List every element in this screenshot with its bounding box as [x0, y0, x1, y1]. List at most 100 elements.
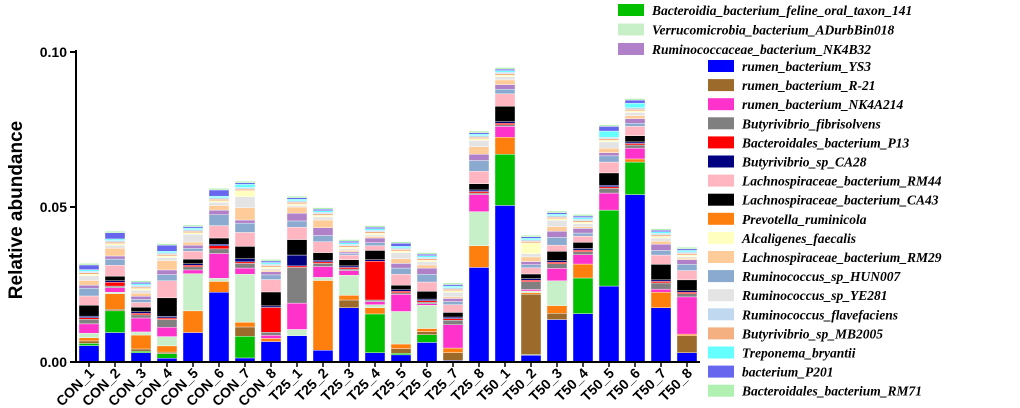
- bar-segment-CON_6-bacterium_P201: [208, 189, 230, 197]
- bar-segment-T50_6-Lachnospiraceae_bacterium_CA43: [624, 135, 646, 143]
- bar-segment-T25_2-Ruminococcaceae_bacterium_NK4B32: [312, 227, 334, 236]
- bar-segment-T25_6-Butyrivibrio_sp_MB2005: [416, 258, 438, 261]
- bar-segment-CON_3-Bacteroidia_bacterium_feline_oral_taxon_141: [130, 350, 152, 353]
- bar-segment-T25_6-Bacteroidia_bacterium_feline_oral_taxon_141: [416, 334, 438, 343]
- bar-segment-T25_2-Ruminococcus_flavefaciens: [312, 212, 334, 215]
- bar-segment-T25_8-Butyrivibrio_sp_CA28: [468, 189, 490, 192]
- bar-segment-T25_5-Bacteroidales_bacterium_RM71: [390, 241, 412, 244]
- bar-segment-T25_7-Ruminococcus_sp_YE281: [442, 292, 464, 298]
- bar-segment-T50_7-Butyrivibrio_fibrisolvens: [650, 282, 672, 290]
- bar-segment-T25_4-Ruminococcaceae_bacterium_NK4B32: [364, 237, 386, 243]
- bar-segment-T25_5-Bacteroidia_bacterium_feline_oral_taxon_141: [390, 353, 412, 356]
- bar-segment-CON_2-Butyrivibrio_fibrisolvens: [104, 285, 126, 288]
- bar-segment-T25_8-Treponema_bryantii: [468, 133, 490, 136]
- bar-segment-T25_8-Bacteroidales_bacterium_RM71: [468, 130, 490, 133]
- bar-segment-T25_1-Verrucomicrobia_bacterium_ADurbBin018: [286, 329, 308, 336]
- bar-segment-CON_4-rumen_bacterium_R-21: [156, 351, 178, 354]
- bar-segment-T25_3-rumen_bacterium_NK4A214: [338, 270, 360, 276]
- bar-segment-CON_3-Ruminococcaceae_bacterium_NK4B32: [130, 296, 152, 300]
- bar-segment-T25_3-Butyrivibrio_fibrisolvens: [338, 268, 360, 271]
- bar-segment-T50_4-Treponema_bryantii: [572, 217, 594, 220]
- bar-segment-T50_6-Bacteroidales_bacterium_P13: [624, 143, 646, 146]
- y-tick-label-0.10: 0.10: [40, 44, 67, 60]
- bar-segment-T25_4-Bacteroidales_bacterium_P13: [364, 261, 386, 301]
- bar-segment-CON_1-Ruminococcus_sp_YE281: [78, 275, 100, 281]
- legend-swatch-Bacteroidales_bacterium_P13: [708, 136, 734, 149]
- legend-swatch-Butyrivibrio_sp_MB2005: [708, 327, 734, 340]
- bar-segment-T25_3-Treponema_bryantii: [338, 242, 360, 245]
- bar-segment-T50_4-bacterium_P201: [572, 215, 594, 218]
- bar-segment-T50_6-Bacteroidales_bacterium_RM71: [624, 98, 646, 101]
- bar-segment-CON_8-Prevotella_ruminicola: [260, 338, 282, 342]
- bar-segment-CON_2-Alcaligenes_faecalis: [104, 243, 126, 246]
- bar-segment-CON_8-Butyrivibrio_sp_MB2005: [260, 265, 282, 268]
- bar-segment-T50_5-Lachnospiraceae_bacterium_RM29: [598, 147, 620, 153]
- bar-segment-T25_1-Ruminococcus_sp_HUN007: [286, 220, 308, 228]
- bar-segment-T25_2-Lachnospiraceae_bacterium_CA43: [312, 252, 334, 261]
- bar-segment-T25_5-rumen_bacterium_YS3: [390, 354, 412, 363]
- bar-segment-T50_1-Ruminococcus_flavefaciens: [494, 71, 516, 74]
- bar-segment-T50_5-Ruminococcus_sp_HUN007: [598, 155, 620, 163]
- bar-segment-T50_3-Bacteroidales_bacterium_P13: [546, 261, 568, 264]
- bar-segment-T50_7-Ruminococcus_flavefaciens: [650, 233, 672, 236]
- legend-swatch-Verrucomicrobia_bacterium_ADurbBin018: [618, 23, 644, 36]
- bar-segment-T25_4-Ruminococcus_sp_YE281: [364, 234, 386, 237]
- legend-swatch-Butyrivibrio_sp_CA28: [708, 155, 734, 168]
- legend-swatch-Treponema_bryantii: [708, 346, 734, 359]
- bar-segment-T50_6-Ruminococcus_sp_YE281: [624, 112, 646, 116]
- bar-segment-T25_1-Ruminococcaceae_bacterium_NK4B32: [286, 212, 308, 222]
- bar-segment-T50_5-Alcaligenes_faecalis: [598, 140, 620, 143]
- bar-segment-CON_3-Lachnospiraceae_bacterium_CA43: [130, 306, 152, 312]
- bar-segment-CON_2-Bacteroidia_bacterium_feline_oral_taxon_141: [104, 310, 126, 333]
- bar-segment-T50_2-rumen_bacterium_YS3: [520, 354, 542, 363]
- legend-swatch-rumen_bacterium_NK4A214: [708, 98, 734, 111]
- bar-segment-T50_5-Treponema_bryantii: [598, 130, 620, 138]
- bar-segment-T50_6-Treponema_bryantii: [624, 102, 646, 109]
- bar-segment-T50_7-rumen_bacterium_YS3: [650, 307, 672, 363]
- bar-segment-CON_6-Lachnospiraceae_bacterium_RM29: [208, 205, 230, 211]
- bar-segment-T25_3-Ruminococcus_flavefaciens: [338, 243, 360, 246]
- bar-segment-CON_5-Ruminococcus_sp_HUN007: [182, 248, 204, 252]
- bar-segment-T50_2-Treponema_bryantii: [520, 238, 542, 241]
- bar-segment-T25_7-Ruminococcus_sp_HUN007: [442, 301, 464, 305]
- bar-segment-T50_1-Prevotella_ruminicola: [494, 137, 516, 155]
- legend-swatch-Ruminococcus_sp_YE281: [708, 289, 734, 302]
- bar-segment-T25_8-Lachnospiraceae_bacterium_CA43: [468, 183, 490, 191]
- bar-segment-T50_4-Butyrivibrio_fibrisolvens: [572, 251, 594, 255]
- bar-segment-T25_5-Ruminococcaceae_bacterium_NK4B32: [390, 263, 412, 269]
- bar-segment-CON_6-Butyrivibrio_sp_MB2005: [208, 199, 230, 201]
- bar-segment-T25_8-Ruminococcus_flavefaciens: [468, 135, 490, 138]
- bar-segment-CON_3-Ruminococcus_flavefaciens: [130, 285, 152, 288]
- bar-segment-T25_4-Bacteroidales_bacterium_RM71: [364, 225, 386, 228]
- bar-segment-T50_3-rumen_bacterium_NK4A214: [546, 268, 568, 281]
- bar-segment-T50_1-rumen_bacterium_YS3: [494, 205, 516, 363]
- bar-segment-T50_7-Prevotella_ruminicola: [650, 292, 672, 308]
- bar-segment-T50_3-rumen_bacterium_R-21: [546, 313, 568, 320]
- bar-segment-T50_7-Ruminococcus_sp_YE281: [650, 237, 672, 242]
- bar-segment-CON_7-Verrucomicrobia_bacterium_ADurbBin018: [234, 274, 256, 323]
- bar-segment-CON_4-Verrucomicrobia_bacterium_ADurbBin018: [156, 336, 178, 347]
- bar-segment-T50_5-Lachnospiraceae_bacterium_RM44: [598, 161, 620, 174]
- bar-segment-CON_1-Bacteroidia_bacterium_feline_oral_taxon_141: [78, 343, 100, 346]
- bar-segment-T25_8-Butyrivibrio_sp_MB2005: [468, 137, 490, 139]
- bar-segment-T25_5-Ruminococcus_flavefaciens: [390, 247, 412, 250]
- bar-segment-T25_6-Prevotella_ruminicola: [416, 328, 438, 332]
- bar-segment-T25_3-bacterium_P201: [338, 240, 360, 243]
- bar-segment-CON_5-rumen_bacterium_YS3: [182, 332, 204, 363]
- bar-segment-T50_2-Alcaligenes_faecalis: [520, 242, 542, 255]
- bar-segment-CON_1-Butyrivibrio_sp_MB2005: [78, 272, 100, 275]
- bar-segment-CON_4-bacterium_P201: [156, 244, 178, 252]
- bar-segment-CON_2-rumen_bacterium_NK4A214: [104, 287, 126, 293]
- bar-segment-T25_3-rumen_bacterium_R-21: [338, 299, 360, 308]
- bar-segment-T25_7-Lachnospiraceae_bacterium_RM29: [442, 296, 464, 299]
- bar-segment-CON_8-Ruminococcus_flavefaciens: [260, 263, 282, 266]
- bar-segment-T25_1-Lachnospiraceae_bacterium_CA43: [286, 239, 308, 256]
- bar-segment-T25_3-Butyrivibrio_sp_CA28: [338, 265, 360, 268]
- bar-segment-T25_7-Treponema_bryantii: [442, 285, 464, 288]
- bar-segment-CON_7-Ruminococcaceae_bacterium_NK4B32: [234, 219, 256, 224]
- bar-segment-CON_7-Butyrivibrio_sp_MB2005: [234, 188, 256, 191]
- y-axis-title: Relative abundance: [6, 121, 27, 299]
- legend-swatch-Ruminococcus_flavefaciens: [708, 308, 734, 321]
- bar-segment-T50_1-Butyrivibrio_fibrisolvens: [494, 124, 516, 127]
- bar-segment-T25_2-Butyrivibrio_fibrisolvens: [312, 263, 334, 267]
